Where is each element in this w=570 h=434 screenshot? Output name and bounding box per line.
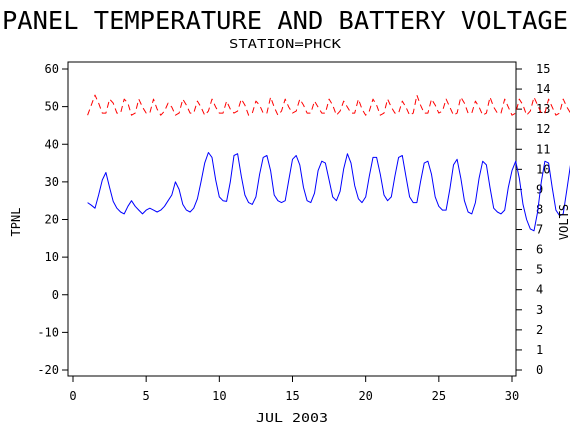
x-tick-label-6: 30 bbox=[505, 389, 519, 403]
x-tick-label-5: 25 bbox=[432, 389, 446, 403]
y-axis-left-label: TPNL bbox=[9, 208, 23, 237]
y-axis-left: -20 -10 0 10 20 30 40 50 60 bbox=[37, 62, 68, 377]
y-left-tick-label-8: 60 bbox=[45, 62, 59, 76]
y-left-tick-label-3: 10 bbox=[45, 250, 59, 264]
y-right-tick-label-6: 6 bbox=[536, 243, 543, 257]
y-left-tick-label-7: 50 bbox=[45, 100, 59, 114]
y-right-tick-label-3: 3 bbox=[536, 303, 543, 317]
x-tick-label-0: 0 bbox=[69, 389, 76, 403]
x-tick-label-4: 20 bbox=[358, 389, 372, 403]
y-left-tick-label-4: 20 bbox=[45, 213, 59, 227]
y-right-tick-label-1: 1 bbox=[536, 343, 543, 357]
y-right-tick-label-12: 12 bbox=[536, 122, 550, 136]
y-left-tick-label-0: -20 bbox=[37, 363, 59, 377]
y-left-tick-label-5: 30 bbox=[45, 175, 59, 189]
series-line-1 bbox=[87, 94, 570, 116]
y-axis-right-label: VOLTS bbox=[557, 204, 570, 240]
y-left-tick-label-6: 40 bbox=[45, 137, 59, 151]
x-tick-label-2: 10 bbox=[212, 389, 226, 403]
y-right-tick-label-13: 13 bbox=[536, 102, 550, 116]
series-layer bbox=[87, 94, 570, 232]
y-right-tick-label-14: 14 bbox=[536, 82, 550, 96]
y-left-tick-label-2: 0 bbox=[52, 288, 59, 302]
chart-subtitle: STATION=PHCK bbox=[229, 37, 342, 51]
plot-frame bbox=[67, 61, 517, 377]
chart-title: PANEL TEMPERATURE AND BATTERY VOLTAGE bbox=[2, 6, 568, 35]
y-right-tick-label-15: 15 bbox=[536, 62, 550, 76]
y-right-tick-label-8: 8 bbox=[536, 202, 543, 216]
x-axis-label: JUL 2003 bbox=[256, 411, 328, 425]
y-right-tick-label-2: 2 bbox=[536, 323, 543, 337]
y-right-tick-label-0: 0 bbox=[536, 363, 543, 377]
series-line-0 bbox=[87, 152, 570, 232]
x-tick-label-1: 5 bbox=[143, 389, 150, 403]
y-right-tick-label-9: 9 bbox=[536, 182, 543, 196]
y-right-tick-label-4: 4 bbox=[536, 283, 543, 297]
x-axis: 0 5 10 15 20 25 30 bbox=[69, 376, 519, 403]
y-right-tick-label-7: 7 bbox=[536, 223, 543, 237]
y-right-tick-label-11: 11 bbox=[536, 142, 550, 156]
x-tick-label-3: 15 bbox=[285, 389, 299, 403]
y-left-tick-label-1: -10 bbox=[37, 325, 59, 339]
y-right-tick-label-5: 5 bbox=[536, 263, 543, 277]
